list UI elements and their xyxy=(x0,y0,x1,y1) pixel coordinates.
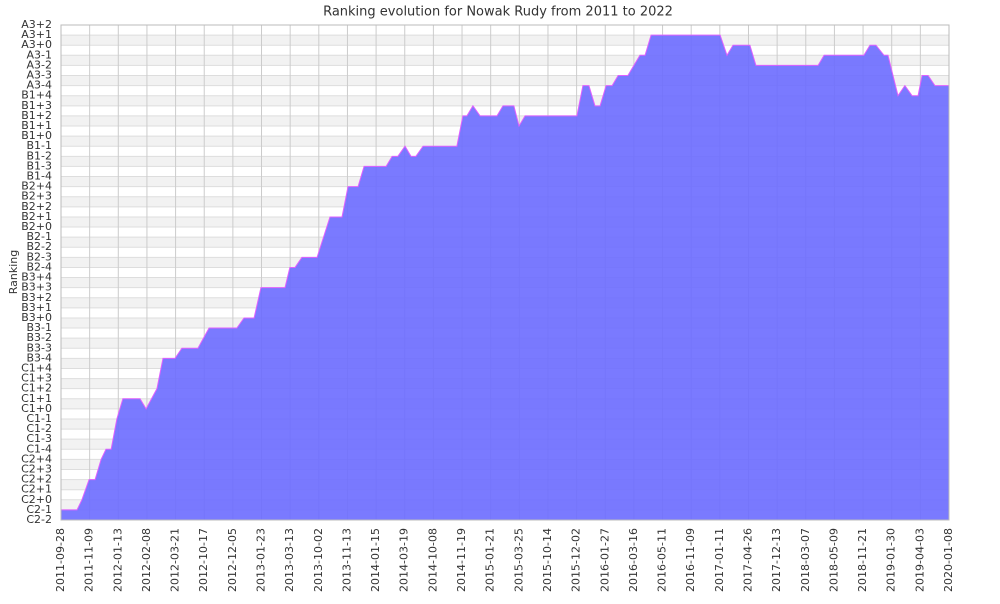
y-tick-label: B2+1 xyxy=(21,210,52,223)
x-tick-label: 2011-09-28 xyxy=(54,528,67,592)
x-tick-label: 2020-01-08 xyxy=(942,528,955,592)
y-tick-label: A3-2 xyxy=(27,58,53,71)
x-tick-label: 2011-11-09 xyxy=(83,528,96,592)
x-tick-label: 2014-11-19 xyxy=(455,528,468,592)
x-tick-label: 2015-12-02 xyxy=(570,528,583,592)
y-tick-label: B3+1 xyxy=(21,301,52,314)
y-tick-label: A3-1 xyxy=(27,48,53,61)
plot-border xyxy=(60,24,950,521)
y-tick-label: A3+1 xyxy=(21,28,52,41)
x-tick-label: 2012-10-17 xyxy=(197,528,210,592)
y-tick-label: B2-4 xyxy=(26,260,52,273)
y-tick-label: B3-2 xyxy=(26,331,52,344)
y-tick-label: B3-3 xyxy=(26,341,52,354)
y-tick-label: C2-1 xyxy=(26,503,52,516)
y-tick-label: B2-3 xyxy=(26,250,52,263)
x-tick-label: 2013-11-13 xyxy=(340,528,353,592)
x-tick-label: 2013-10-02 xyxy=(312,528,325,592)
x-tick-label: 2014-03-19 xyxy=(398,528,411,592)
y-tick-label: C2+0 xyxy=(21,493,52,506)
y-axis-label: Ranking xyxy=(7,250,20,295)
x-tick-label: 2016-03-16 xyxy=(627,528,640,592)
y-tick-label: C1+2 xyxy=(21,382,52,395)
grid-band xyxy=(61,75,949,86)
x-tick-label: 2018-05-09 xyxy=(827,528,840,592)
y-tick-label: B1-1 xyxy=(26,139,52,152)
y-tick-label: B1+2 xyxy=(21,109,52,122)
y-tick-label: C1+0 xyxy=(21,402,52,415)
y-tick-label: C2+3 xyxy=(21,462,52,475)
x-tick-label: 2013-03-13 xyxy=(283,528,296,592)
y-tick-label: C2+2 xyxy=(21,473,52,486)
grid-band xyxy=(61,95,949,106)
x-tick-label: 2015-10-14 xyxy=(541,528,554,592)
y-tick-label: B3+3 xyxy=(21,281,52,294)
y-tick-label: B2+4 xyxy=(21,180,52,193)
area xyxy=(61,35,949,520)
y-tick-label: B3+2 xyxy=(21,291,52,304)
y-tick-label: B1-2 xyxy=(26,149,52,162)
x-tick-label: 2017-04-26 xyxy=(741,528,754,592)
grid-band xyxy=(61,35,949,46)
y-tick-label: A3-3 xyxy=(27,69,53,82)
x-tick-label: 2012-01-13 xyxy=(111,528,124,592)
y-tick-label: C1+3 xyxy=(21,372,52,385)
y-tick-label: B2-1 xyxy=(26,230,52,243)
y-tick-label: B1+1 xyxy=(21,119,52,132)
grid-band xyxy=(61,55,949,66)
y-tick-label: B2+3 xyxy=(21,190,52,203)
y-tick-label: B1-3 xyxy=(26,159,52,172)
x-tick-label: 2014-10-08 xyxy=(426,528,439,592)
y-tick-label: B3+0 xyxy=(21,311,52,324)
y-tick-label: A3+0 xyxy=(21,38,52,51)
x-tick-label: 2012-12-05 xyxy=(226,528,239,592)
y-tick-label: B2+0 xyxy=(21,220,52,233)
y-tick-label: B1-4 xyxy=(26,170,52,183)
x-tick-label: 2016-01-27 xyxy=(598,528,611,592)
x-tick-label: 2016-05-11 xyxy=(656,528,669,592)
y-tick-label: B1+0 xyxy=(21,129,52,142)
x-tick-label: 2012-03-21 xyxy=(169,528,182,592)
x-tick-label: 2014-01-15 xyxy=(369,528,382,592)
y-tick-label: C1+4 xyxy=(21,361,52,374)
x-tick-label: 2015-03-25 xyxy=(512,528,525,592)
y-tick-label: B3-4 xyxy=(26,351,52,364)
y-tick-label: C2+1 xyxy=(21,483,52,496)
x-tick-label: 2018-03-07 xyxy=(799,528,812,592)
y-tick-label: B2-2 xyxy=(26,240,52,253)
y-tick-label: C1-3 xyxy=(26,432,52,445)
x-tick-label: 2012-02-08 xyxy=(140,528,153,592)
y-tick-label: B1+4 xyxy=(21,89,52,102)
y-tick-label: A3+2 xyxy=(21,18,52,31)
x-tick-label: 2017-12-13 xyxy=(770,528,783,592)
y-tick-label: A3-4 xyxy=(27,79,53,92)
y-tick-label: B3+4 xyxy=(21,271,52,284)
y-tick-label: C1-1 xyxy=(26,412,52,425)
y-tick-label: B2+2 xyxy=(21,200,52,213)
x-tick-label: 2016-11-09 xyxy=(684,528,697,592)
y-tick-label: C1+1 xyxy=(21,392,52,405)
y-tick-label: C1-2 xyxy=(26,422,52,435)
line xyxy=(61,34,949,511)
y-tick-label: C1-4 xyxy=(26,442,52,455)
y-tick-label: B1+3 xyxy=(21,99,52,112)
y-tick-label: C2-2 xyxy=(26,513,52,526)
x-tick-label: 2019-01-30 xyxy=(885,528,898,592)
x-tick-label: 2018-11-21 xyxy=(856,528,869,592)
x-tick-label: 2013-01-23 xyxy=(255,528,268,592)
y-tick-label: B3-1 xyxy=(26,321,52,334)
x-tick-label: 2015-01-21 xyxy=(484,528,497,592)
x-tick-label: 2017-01-11 xyxy=(713,528,726,592)
y-tick-label: C2+4 xyxy=(21,452,52,465)
x-tick-label: 2019-04-03 xyxy=(913,528,926,592)
chart-title: Ranking evolution for Nowak Rudy from 20… xyxy=(323,5,673,20)
